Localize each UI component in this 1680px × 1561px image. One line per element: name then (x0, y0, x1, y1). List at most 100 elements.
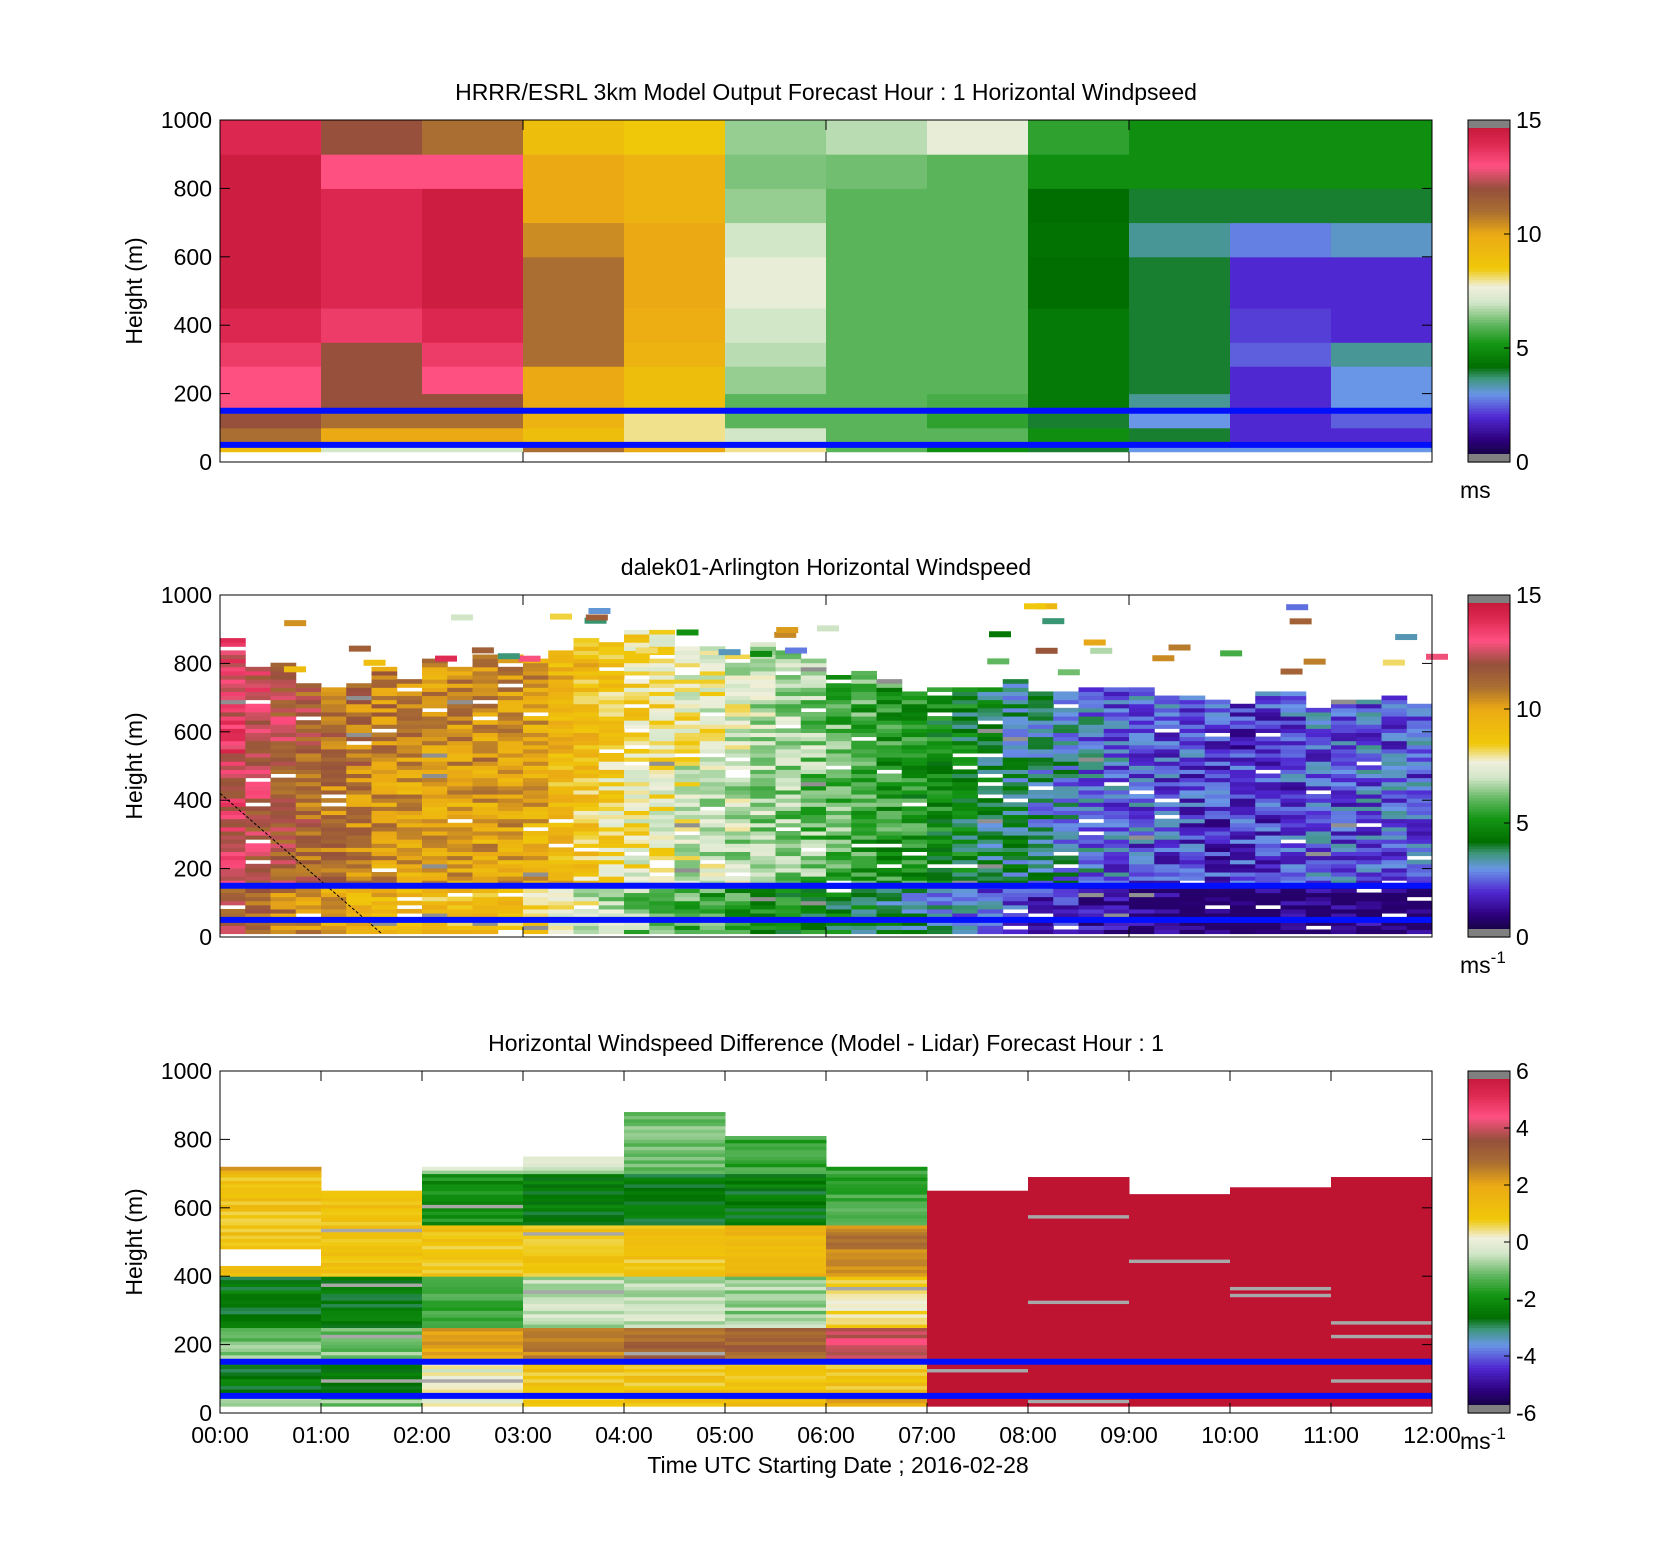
heatmap-cell (725, 444, 827, 453)
heatmap-cell (573, 642, 600, 647)
heatmap-cell (1406, 773, 1433, 779)
heatmap-cell (321, 1279, 423, 1284)
heatmap-cell (1406, 826, 1433, 832)
heatmap-cell (952, 904, 978, 910)
heatmap-cell (1028, 1286, 1130, 1291)
heatmap-cell (876, 851, 903, 857)
heatmap-cell (826, 748, 852, 754)
colorbar-segment (1468, 251, 1510, 255)
heatmap-cell (371, 913, 398, 918)
heatmap-cell (245, 921, 271, 926)
heatmap-cell (295, 814, 322, 820)
heatmap-cell (1129, 1351, 1231, 1356)
colorbar-segment (1468, 703, 1510, 707)
heatmap-cell (1331, 872, 1357, 877)
heatmap-cell (497, 707, 524, 713)
heatmap-cell (270, 732, 297, 738)
heatmap-cell (1255, 872, 1281, 877)
heatmap-cell (750, 761, 776, 766)
heatmap-cell (1028, 888, 1054, 894)
heatmap-cell (1406, 777, 1433, 783)
heatmap-cell (422, 1320, 524, 1325)
heatmap-cell (927, 1351, 1029, 1356)
heatmap-cell (725, 1320, 827, 1325)
heatmap-cell (371, 732, 398, 738)
heatmap-cell (826, 1207, 928, 1212)
heatmap-cell (674, 798, 701, 803)
heatmap-cell (1406, 703, 1433, 709)
heatmap-cell (472, 872, 499, 877)
heatmap-cell (548, 794, 574, 799)
heatmap-cell (1154, 822, 1180, 828)
heatmap-cell (1406, 888, 1433, 894)
colorbar-segment (1468, 640, 1510, 645)
heatmap-cell (220, 1238, 322, 1243)
heatmap-cell (447, 802, 473, 807)
heatmap-cell (750, 794, 776, 799)
heatmap-cell (1406, 724, 1433, 729)
heatmap-cell (523, 666, 549, 672)
heatmap-cell (901, 843, 928, 848)
heatmap-cell (876, 876, 903, 881)
heatmap-cell (725, 716, 751, 721)
heatmap-cell (245, 687, 271, 692)
heatmap-cell (826, 785, 852, 791)
heatmap-cell (1129, 1248, 1231, 1253)
heatmap-cell (447, 781, 473, 787)
heatmap-cell (674, 872, 701, 877)
heatmap-cell (1028, 1259, 1130, 1264)
heatmap-cell (876, 728, 903, 733)
heatmap-cell (1002, 687, 1029, 692)
heatmap-cell (952, 925, 978, 930)
heatmap-cell (548, 892, 574, 898)
heatmap-cell (800, 724, 827, 729)
heatmap-cell (220, 880, 246, 885)
heatmap-cell (220, 1378, 322, 1383)
heatmap-cell (1103, 765, 1130, 770)
heatmap-cell (598, 675, 625, 680)
heatmap-cell (927, 744, 953, 750)
colorbar-segment (1468, 450, 1510, 455)
heatmap-cell (649, 814, 675, 820)
heatmap-cell (422, 1341, 524, 1346)
heatmap-cell (1154, 810, 1180, 816)
heatmap-cell (573, 785, 600, 791)
heatmap-cell (649, 880, 675, 885)
heatmap-cell (927, 769, 953, 775)
heatmap-cell (548, 900, 574, 906)
heatmap-cell (220, 658, 246, 664)
heatmap-cell (800, 859, 827, 865)
heatmap-cell (725, 1293, 827, 1298)
heatmap-cell (826, 851, 852, 857)
heatmap-cell (1381, 703, 1408, 709)
heatmap-cell (1002, 859, 1029, 865)
heatmap-cell (1204, 757, 1231, 762)
heatmap-cell (1356, 732, 1382, 738)
heatmap-cell (1154, 773, 1180, 779)
heatmap-cell (1286, 604, 1309, 611)
heatmap-cell (1204, 921, 1231, 926)
heatmap-cell (1204, 744, 1231, 750)
heatmap-cell (775, 675, 802, 680)
heatmap-cell (1129, 1327, 1231, 1332)
heatmap-cell (927, 867, 953, 873)
colorbar-segment (1468, 1236, 1510, 1240)
heatmap-cell (851, 785, 877, 791)
heatmap-cell (245, 703, 271, 709)
heatmap-cell (573, 835, 600, 840)
heatmap-cell (952, 720, 978, 725)
heatmap-cell (321, 900, 347, 906)
heatmap-cell (977, 847, 1004, 852)
heatmap-cell (1053, 806, 1079, 811)
heatmap-cell (725, 1211, 827, 1216)
heatmap-cell (598, 929, 625, 935)
heatmap-cell (422, 1402, 524, 1407)
heatmap-cell (699, 810, 726, 816)
heatmap-cell (800, 748, 827, 754)
heatmap-cell (699, 826, 726, 832)
heatmap-cell (977, 699, 1004, 705)
heatmap-cell (699, 781, 726, 787)
heatmap-cell (220, 1224, 322, 1229)
heatmap-cell (1053, 855, 1079, 861)
heatmap-cell (725, 818, 751, 824)
